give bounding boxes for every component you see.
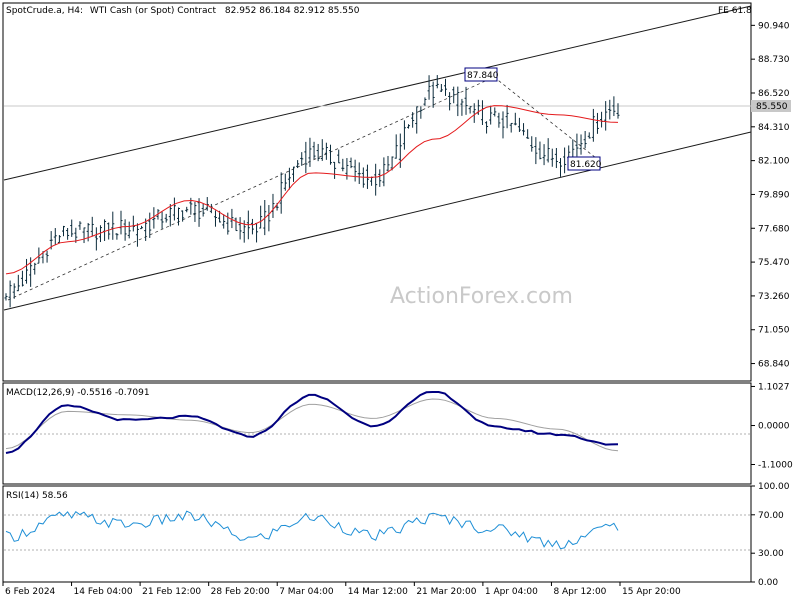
macd-line — [5, 391, 619, 454]
time-tick-label: 1 Apr 04:00 — [485, 587, 538, 597]
time-axis: 6 Feb 2024 14 Feb 04:00 21 Feb 12:00 28 Feb… — [2, 582, 681, 597]
rsi-tick-label: 0.00 — [758, 578, 778, 588]
price-tick-label: 88.730 — [758, 55, 790, 65]
fib-dashed-line-down — [493, 76, 602, 163]
price-tick-label: 84.310 — [758, 123, 790, 133]
macd-signal-line — [5, 398, 619, 452]
high-label: 87.840 — [464, 67, 499, 82]
time-tick-label: 14 Mar 12:00 — [348, 587, 408, 597]
rsi-title: RSI(14) 58.56 — [6, 491, 68, 501]
low-label: 81.620 — [567, 156, 602, 171]
price-tick-label: 73.260 — [758, 292, 790, 302]
time-tick-label: 21 Mar 20:00 — [416, 587, 476, 597]
time-tick-label: 21 Feb 12:00 — [142, 587, 201, 597]
rsi-tick-label: 100.00 — [758, 482, 790, 492]
low-label-text: 81.620 — [570, 160, 602, 170]
time-tick-label: 7 Mar 04:00 — [279, 587, 334, 597]
time-tick-label: 28 Feb 20:00 — [211, 587, 270, 597]
price-tick-label: 75.470 — [758, 258, 790, 268]
channel-lower-line — [3, 131, 752, 311]
ma-line — [5, 105, 619, 275]
price-pane — [2, 2, 752, 382]
header-symbol: SpotCrude.a, H4: WTI Cash (or Spot) Cont… — [6, 6, 360, 16]
rsi-pane — [2, 485, 752, 583]
rsi-line — [5, 510, 619, 550]
time-tick-label: 15 Apr 20:00 — [622, 587, 681, 597]
price-tick-label: 82.100 — [758, 157, 790, 167]
price-tick-label: 90.940 — [758, 21, 790, 31]
current-price-tag-text: 85.550 — [756, 102, 788, 112]
macd-axis: 1.1027 0.0000 -1.1000 — [751, 382, 793, 471]
macd-tick-label: -1.1000 — [758, 461, 793, 471]
macd-tick-label: 1.1027 — [758, 382, 790, 392]
macd-tick-label: 0.0000 — [758, 422, 790, 432]
rsi-tick-label: 70.00 — [758, 511, 784, 521]
current-price-tag: 85.550 — [751, 100, 791, 112]
rsi-tick-label: 30.00 — [758, 549, 784, 559]
price-tick-label: 79.890 — [758, 190, 790, 200]
price-axis: 90.940 88.730 86.520 84.310 82.100 79.890 77.6… — [751, 21, 790, 370]
price-tick-label: 86.520 — [758, 89, 790, 99]
price-tick-label: 68.840 — [758, 360, 790, 370]
channel-upper-line — [3, 5, 752, 181]
price-tick-label: 77.680 — [758, 224, 790, 234]
time-tick-label: 6 Feb 2024 — [5, 587, 56, 597]
high-label-text: 87.840 — [467, 71, 499, 81]
watermark: ActionForex.com — [390, 284, 573, 309]
time-tick-label: 14 Feb 04:00 — [74, 587, 133, 597]
macd-title: MACD(12,26,9) -0.5516 -0.7091 — [6, 388, 150, 398]
fe-label: FE 61.8 — [718, 6, 752, 16]
macd-pane — [2, 382, 752, 485]
price-tick-label: 71.050 — [758, 326, 790, 336]
time-tick-label: 8 Apr 12:00 — [553, 587, 606, 597]
rsi-axis: 100.00 70.00 30.00 0.00 — [751, 482, 790, 588]
